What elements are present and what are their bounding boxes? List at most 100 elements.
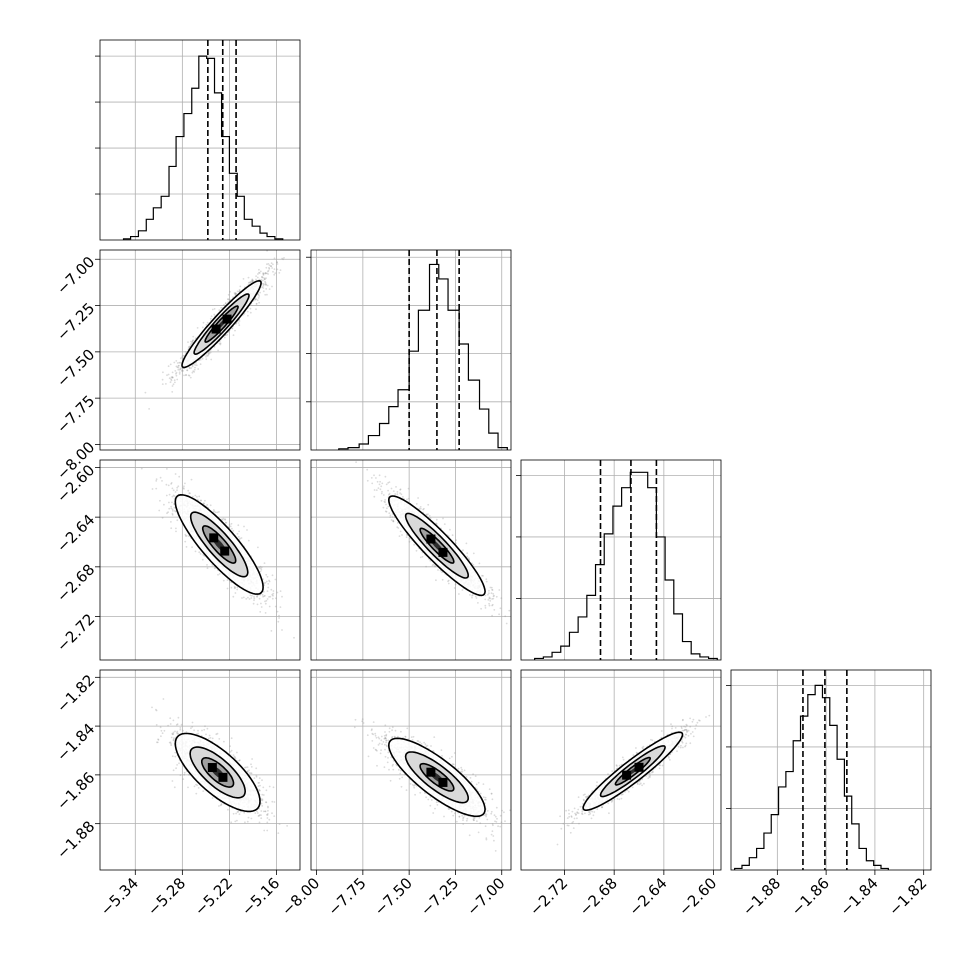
scatter-point <box>186 369 189 372</box>
scatter-point <box>388 492 391 495</box>
hist-panel-1 <box>306 249 512 451</box>
scatter-point <box>259 565 262 568</box>
scatter-point <box>264 280 266 283</box>
scatter-point <box>495 595 498 598</box>
scatter-point <box>199 358 202 361</box>
scatter-point <box>184 533 187 536</box>
scatter-point <box>258 271 260 274</box>
scatter-point <box>214 511 217 514</box>
scatter-point <box>264 594 266 597</box>
hist-3-frame <box>730 669 932 871</box>
scatter-point <box>271 597 274 600</box>
scatter-point <box>238 530 241 533</box>
scatter-point <box>161 516 164 519</box>
scatter-point <box>212 509 215 511</box>
scatter-point <box>185 374 188 376</box>
scatter-point <box>376 480 379 483</box>
scatter-point <box>399 488 402 491</box>
scatter-point <box>167 511 170 514</box>
scatter-point <box>201 326 204 329</box>
scatter-point <box>493 594 495 597</box>
scatter-point <box>205 355 207 358</box>
scatter-point <box>264 581 267 584</box>
scatter-point <box>396 491 399 493</box>
scatter-point <box>178 364 180 367</box>
scatter-point <box>173 495 176 497</box>
scatter-point <box>170 378 173 381</box>
scatter-point <box>434 565 436 568</box>
joint-2-0-frame <box>99 459 301 661</box>
scatter-point <box>257 273 259 275</box>
scatter-point <box>185 546 188 548</box>
scatter-point <box>177 485 180 488</box>
scatter-point <box>182 354 185 357</box>
scatter-point <box>272 263 274 266</box>
scatter-point <box>391 516 394 518</box>
scatter-point <box>184 374 187 377</box>
scatter-point <box>396 522 399 524</box>
scatter-point <box>264 272 267 274</box>
scatter-point <box>435 518 438 521</box>
scatter-point <box>155 487 158 490</box>
scatter-point <box>500 597 503 599</box>
scatter-point <box>168 377 171 380</box>
scatter-point <box>190 340 192 343</box>
scatter-point <box>477 602 479 604</box>
scatter-point <box>232 334 235 337</box>
scatter-point <box>231 327 234 330</box>
scatter-point <box>194 364 197 366</box>
scatter-point <box>161 378 164 381</box>
scatter-point <box>263 277 266 280</box>
scatter-point <box>273 268 276 270</box>
scatter-point <box>431 564 434 567</box>
scatter-point <box>375 489 378 491</box>
scatter-point <box>252 280 254 283</box>
scatter-point <box>265 266 268 269</box>
scatter-point <box>277 620 280 623</box>
scatter-point <box>488 604 491 607</box>
scatter-point <box>281 257 283 260</box>
scatter-point <box>243 525 245 528</box>
scatter-point <box>247 281 250 284</box>
scatter-point <box>490 586 493 589</box>
scatter-point <box>441 578 444 581</box>
hist-2-frame <box>520 459 722 661</box>
scatter-point <box>208 352 211 355</box>
scatter-point <box>248 598 251 600</box>
scatter-point <box>260 569 263 571</box>
scatter-point <box>380 492 383 495</box>
scatter-point <box>373 489 376 491</box>
scatter-point <box>504 615 507 618</box>
scatter-point <box>166 468 168 470</box>
scatter-point <box>427 513 429 516</box>
scatter-point <box>240 537 243 539</box>
scatter-point <box>209 351 212 354</box>
scatter-point <box>234 329 236 332</box>
scatter-point <box>165 483 168 486</box>
scatter-point <box>178 371 181 374</box>
scatter-point <box>407 497 410 500</box>
scatter-point <box>466 552 469 555</box>
scatter-point <box>249 307 252 310</box>
scatter-point <box>170 507 173 510</box>
scatter-point <box>211 308 214 311</box>
scatter-point <box>232 529 235 532</box>
scatter-point <box>256 603 259 606</box>
scatter-point <box>194 494 197 497</box>
scatter-point <box>182 370 185 372</box>
scatter-point <box>174 491 177 493</box>
scatter-point <box>249 311 252 314</box>
scatter-point <box>268 288 271 290</box>
scatter-point <box>175 365 178 368</box>
hist-3-steps <box>734 684 889 870</box>
scatter-point <box>425 513 428 516</box>
scatter-point <box>390 487 393 490</box>
scatter-point <box>252 602 255 605</box>
scatter-point <box>179 361 182 364</box>
scatter-point <box>228 523 231 526</box>
scatter-point <box>227 298 229 301</box>
scatter-point <box>192 339 195 342</box>
scatter-point <box>221 519 224 521</box>
scatter-point <box>216 511 219 514</box>
scatter-point <box>265 573 268 576</box>
